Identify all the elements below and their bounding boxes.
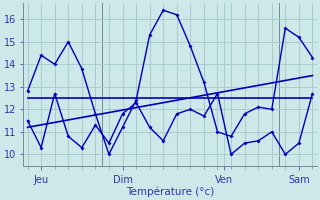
X-axis label: Température (°c): Température (°c) <box>126 186 214 197</box>
